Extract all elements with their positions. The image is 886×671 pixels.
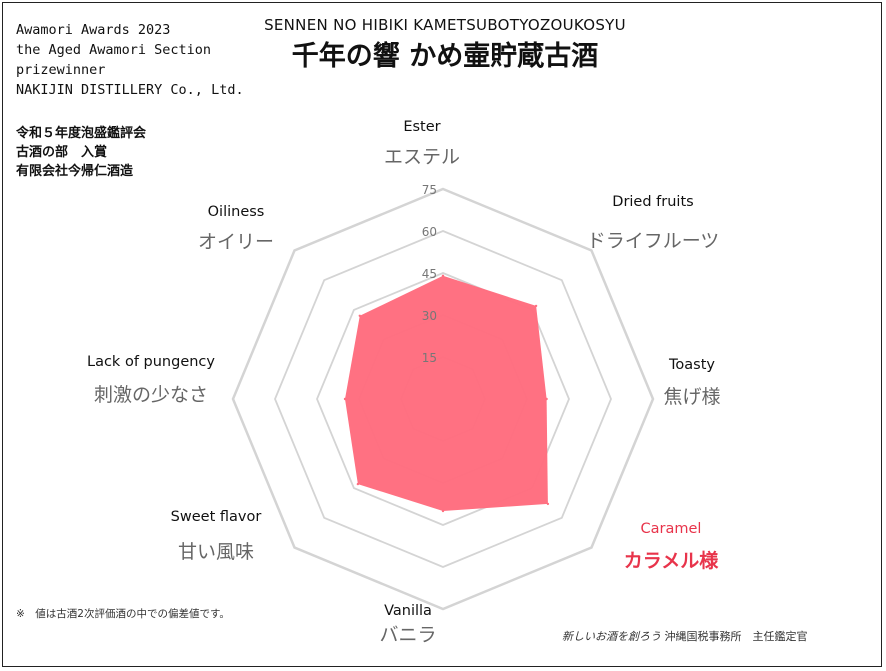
award-japanese-block: 令和５年度泡盛鑑評会 古酒の部 入賞 有限会社今帰仁酒造: [16, 124, 146, 181]
axis-label-en: Dried fruits: [612, 194, 693, 210]
data-point: [546, 502, 550, 506]
axis-label-en: Caramel: [641, 521, 702, 537]
award-line: NAKIJIN DISTILLERY Co., Ltd.: [16, 82, 244, 98]
product-title: 千年の響 かめ壷貯蔵古酒: [291, 41, 599, 72]
tick-label: 60: [422, 225, 437, 239]
axis-label-en: Vanilla: [384, 603, 432, 619]
award-line: prizewinner: [16, 62, 106, 78]
axis-label-jp: 甘い風味: [178, 541, 254, 563]
award-line: Awamori Awards 2023: [16, 22, 171, 38]
tick-label: 75: [422, 183, 437, 197]
grid-ring: [274, 230, 612, 568]
radar-data: [343, 274, 550, 513]
tick-label: 30: [422, 309, 437, 323]
axis-label-en: Oiliness: [208, 204, 265, 220]
tick-label: 45: [422, 267, 437, 281]
award-english-block: Awamori Awards 2023 the Aged Awamori Sec…: [16, 20, 244, 100]
data-point: [358, 314, 361, 317]
credit-slogan: 新しいお酒を創ろう: [562, 630, 661, 643]
axis-label-en: Ester: [403, 119, 440, 135]
credit-office: 沖縄国税事務所 主任鑑定官: [664, 630, 808, 643]
axis-label-en: Sweet flavor: [171, 509, 262, 525]
axis-label-jp: エステル: [384, 146, 460, 168]
axis-label-jp: 刺激の少なさ: [94, 384, 208, 406]
data-point: [441, 274, 445, 277]
axis-label-jp: オイリー: [198, 231, 274, 253]
axis-label-jp: カラメル様: [624, 549, 719, 572]
grid-ring: [231, 187, 655, 611]
credit: 新しいお酒を創ろう 沖縄国税事務所 主任鑑定官: [562, 628, 808, 644]
radar-ticks: 15 30 45 60 75: [422, 183, 437, 365]
axis-label-jp: ドライフルーツ: [587, 230, 720, 252]
axis-label-jp: 焦げ様: [663, 386, 720, 408]
data-point: [343, 397, 347, 401]
award-jp-line: 有限会社今帰仁酒造: [16, 164, 134, 179]
radar-axis-labels: Ester エステル Dried fruits ドライフルーツ Toasty 焦げ様 Car…: [87, 119, 721, 646]
data-point: [545, 397, 548, 401]
award-line: the Aged Awamori Section: [16, 42, 212, 58]
award-jp-line: 令和５年度泡盛鑑評会: [16, 126, 147, 141]
axis-label-en: Lack of pungency: [87, 354, 215, 370]
grid-ring: [316, 272, 570, 526]
tick-label: 15: [422, 351, 437, 365]
product-romaji-name: SENNEN NO HIBIKI KAMETSUBOTYOZOUKOSYU: [264, 16, 626, 34]
axis-label-jp: バニラ: [379, 624, 436, 646]
axis-label-en: Toasty: [668, 357, 715, 373]
footnote: ※ 値は古酒2次評価酒の中での偏差値です。: [16, 608, 230, 620]
data-point: [441, 509, 445, 513]
data-point: [534, 304, 538, 308]
award-jp-line: 古酒の部 入賞: [16, 145, 108, 160]
data-point: [356, 482, 360, 486]
data-area: [345, 275, 548, 511]
